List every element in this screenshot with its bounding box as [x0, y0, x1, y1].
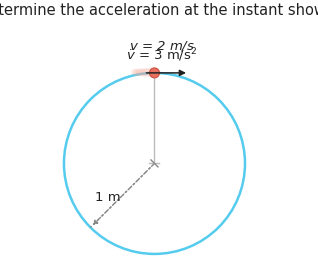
Circle shape	[133, 69, 141, 76]
Circle shape	[131, 69, 138, 76]
Circle shape	[140, 68, 149, 77]
Circle shape	[142, 68, 151, 77]
Circle shape	[147, 68, 157, 77]
Text: $v$ = 2 m/s: $v$ = 2 m/s	[129, 39, 195, 53]
Title: Determine the acceleration at the instant shown.: Determine the acceleration at the instan…	[0, 3, 318, 18]
Text: $\dot{v}$ = 3 m/s$^2$: $\dot{v}$ = 3 m/s$^2$	[126, 46, 197, 64]
Text: 1 m: 1 m	[94, 191, 120, 204]
Circle shape	[149, 68, 159, 78]
Circle shape	[145, 68, 154, 77]
Circle shape	[138, 69, 146, 76]
Circle shape	[136, 69, 143, 76]
